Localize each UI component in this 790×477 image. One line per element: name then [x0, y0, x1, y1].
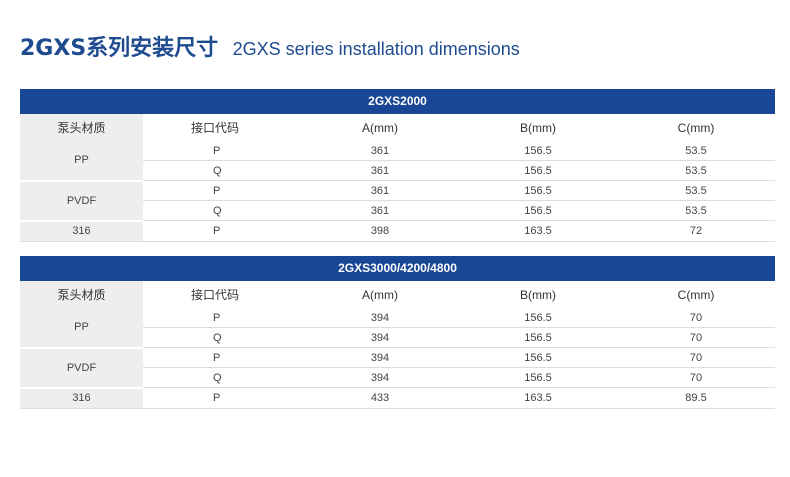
c-cell: 72: [617, 220, 775, 242]
header-b: B(mm): [459, 114, 617, 141]
header-c: C(mm): [617, 114, 775, 141]
table-row: Q 361 156.5 53.5: [20, 160, 775, 181]
material-cell: 316: [20, 220, 143, 242]
a-cell: 361: [301, 200, 459, 221]
header-code: 接口代码: [143, 281, 301, 308]
a-cell: 398: [301, 220, 459, 242]
header-material: 泵头材质: [20, 281, 143, 308]
table-header-row: 泵头材质 接口代码 A(mm) B(mm) C(mm): [20, 281, 775, 308]
a-cell: 361: [301, 180, 459, 201]
page-title-en: 2GXS series installation dimensions: [232, 39, 520, 59]
b-cell: 163.5: [459, 387, 617, 409]
c-cell: 70: [617, 367, 775, 388]
b-cell: 156.5: [459, 180, 617, 201]
code-cell: Q: [143, 327, 301, 348]
table-row: PVDF P 361 156.5 53.5: [20, 180, 775, 222]
material-cell: PP: [20, 141, 143, 182]
material-cell: PVDF: [20, 347, 143, 389]
a-cell: 361: [301, 160, 459, 181]
a-cell: 394: [301, 327, 459, 348]
table-row: Q 394 156.5 70: [20, 327, 775, 348]
c-cell: 53.5: [617, 141, 775, 161]
dimension-table-2gxs3000: 2GXS3000/4200/4800 泵头材质 接口代码 A(mm) B(mm)…: [20, 256, 775, 409]
c-cell: 53.5: [617, 200, 775, 221]
code-cell: Q: [143, 200, 301, 221]
a-cell: 394: [301, 347, 459, 368]
dimension-table: 泵头材质 接口代码 A(mm) B(mm) C(mm) PP P 394 156…: [20, 281, 775, 409]
page-title-cn: 2GXS系列安装尺寸: [20, 36, 219, 61]
material-cell: 316: [20, 387, 143, 409]
header-b: B(mm): [459, 281, 617, 308]
a-cell: 394: [301, 367, 459, 388]
b-cell: 156.5: [459, 367, 617, 388]
page-title: 2GXS系列安装尺寸 2GXS series installation dime…: [20, 30, 520, 62]
c-cell: 53.5: [617, 160, 775, 181]
b-cell: 156.5: [459, 200, 617, 221]
c-cell: 70: [617, 327, 775, 348]
code-cell: Q: [143, 160, 301, 181]
table-row: PP P 394 156.5 70: [20, 308, 775, 349]
code-cell: P: [143, 387, 301, 409]
table-banner: 2GXS2000: [20, 89, 775, 114]
a-cell: 394: [301, 308, 459, 328]
table-banner: 2GXS3000/4200/4800: [20, 256, 775, 281]
c-cell: 53.5: [617, 180, 775, 201]
a-cell: 361: [301, 141, 459, 161]
b-cell: 156.5: [459, 327, 617, 348]
code-cell: Q: [143, 367, 301, 388]
code-cell: P: [143, 308, 301, 328]
c-cell: 89.5: [617, 387, 775, 409]
code-cell: P: [143, 220, 301, 242]
b-cell: 156.5: [459, 308, 617, 328]
dimension-table-2gxs2000: 2GXS2000 泵头材质 接口代码 A(mm) B(mm) C(mm) PP …: [20, 89, 775, 242]
c-cell: 70: [617, 347, 775, 368]
c-cell: 70: [617, 308, 775, 328]
a-cell: 433: [301, 387, 459, 409]
header-a: A(mm): [301, 114, 459, 141]
dimension-table: 泵头材质 接口代码 A(mm) B(mm) C(mm) PP P 361 156…: [20, 114, 775, 242]
material-cell: PVDF: [20, 180, 143, 222]
code-cell: P: [143, 347, 301, 368]
header-a: A(mm): [301, 281, 459, 308]
b-cell: 156.5: [459, 160, 617, 181]
b-cell: 156.5: [459, 141, 617, 161]
code-cell: P: [143, 180, 301, 201]
table-row: PP P 361 156.5 53.5: [20, 141, 775, 182]
b-cell: 163.5: [459, 220, 617, 242]
header-code: 接口代码: [143, 114, 301, 141]
table-row: 316 P 433 163.5 89.5: [20, 387, 775, 409]
table-row: PVDF P 394 156.5 70: [20, 347, 775, 389]
header-material: 泵头材质: [20, 114, 143, 141]
table-row: Q 394 156.5 70: [20, 367, 775, 388]
code-cell: P: [143, 141, 301, 161]
header-c: C(mm): [617, 281, 775, 308]
table-header-row: 泵头材质 接口代码 A(mm) B(mm) C(mm): [20, 114, 775, 141]
material-cell: PP: [20, 308, 143, 349]
table-row: Q 361 156.5 53.5: [20, 200, 775, 221]
table-row: 316 P 398 163.5 72: [20, 220, 775, 242]
b-cell: 156.5: [459, 347, 617, 368]
